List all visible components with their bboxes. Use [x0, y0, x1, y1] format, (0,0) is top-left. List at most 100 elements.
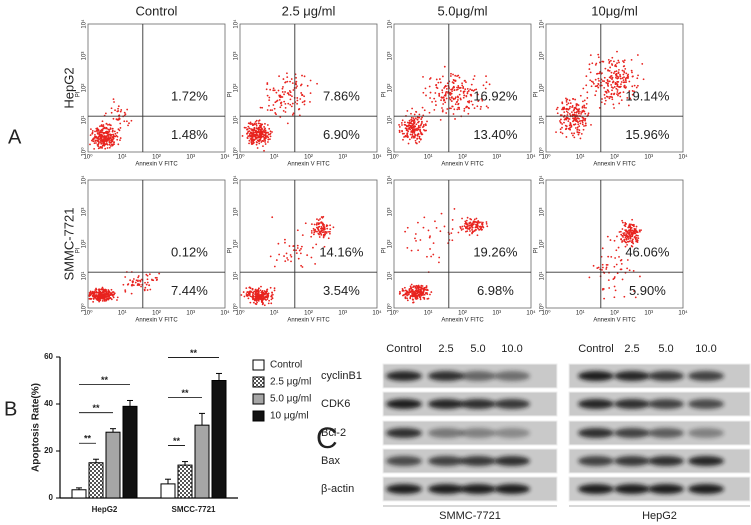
event-dot: [103, 126, 106, 129]
event-dot: [256, 134, 258, 137]
event-dot: [300, 247, 302, 250]
event-dot: [626, 97, 629, 99]
event-dot: [597, 266, 600, 269]
event-dot: [611, 98, 614, 101]
event-dot: [570, 111, 573, 114]
event-dot: [296, 97, 299, 99]
event-dot: [419, 128, 421, 131]
x-tick-label: 10³: [492, 155, 501, 161]
event-dot: [101, 144, 104, 147]
event-dot: [486, 225, 489, 228]
event-dot: [116, 118, 119, 121]
event-dot: [485, 105, 488, 108]
y-tick-label: 10³: [82, 208, 88, 217]
event-dot: [469, 230, 471, 232]
event-dot: [422, 91, 425, 94]
plot-frame: [239, 23, 378, 153]
event-dot: [582, 109, 585, 112]
event-dot: [111, 139, 114, 141]
event-dot: [304, 222, 307, 225]
event-dot: [314, 263, 317, 265]
legend-label: 5.0 μg/ml: [270, 394, 311, 405]
event-dot: [555, 131, 557, 133]
event-dot: [252, 123, 255, 126]
x-tick-label: 10¹: [270, 155, 279, 161]
event-dot: [123, 111, 126, 114]
event-dot: [106, 147, 109, 149]
event-dot: [284, 111, 287, 113]
event-dot: [241, 135, 244, 137]
event-dot: [102, 293, 104, 296]
event-dot: [604, 99, 607, 102]
x-tick-label: 10⁰: [235, 310, 245, 317]
event-dot: [263, 125, 266, 128]
event-dot: [566, 103, 568, 106]
event-dot: [632, 230, 635, 233]
event-dot: [112, 98, 115, 101]
event-dot: [456, 86, 458, 89]
event-dot: [405, 135, 407, 138]
event-dot: [316, 218, 318, 221]
event-dot: [95, 136, 98, 139]
x-tick-label: 10²: [152, 155, 161, 161]
event-dot: [472, 220, 475, 223]
event-dot: [567, 102, 570, 105]
event-dot: [482, 226, 485, 229]
y-tick-label: 10⁴: [539, 175, 546, 185]
event-dot: [414, 233, 417, 235]
blot-band: [494, 484, 530, 494]
event-dot: [269, 135, 272, 138]
event-dot: [300, 83, 303, 86]
event-dot: [410, 131, 413, 133]
event-dot: [250, 139, 253, 142]
event-dot: [468, 101, 470, 104]
event-dot: [630, 245, 633, 247]
event-dot: [95, 291, 98, 294]
event-dot: [116, 296, 119, 299]
event-dot: [297, 257, 300, 260]
event-dot: [562, 106, 565, 109]
event-dot: [262, 129, 265, 132]
quadrant-percent: 19.14%: [625, 88, 670, 103]
event-dot: [250, 123, 252, 125]
event-dot: [482, 84, 485, 87]
column-header: 2.5 μg/ml: [282, 3, 336, 18]
event-dot: [633, 290, 635, 292]
event-dot: [633, 90, 636, 93]
event-dot: [407, 293, 410, 296]
event-dot: [273, 289, 276, 292]
event-dot: [262, 145, 264, 148]
event-dot: [101, 147, 103, 149]
event-dot: [575, 103, 578, 105]
event-dot: [565, 110, 568, 113]
event-dot: [415, 286, 418, 289]
event-dot: [253, 126, 256, 129]
event-dot: [457, 102, 460, 105]
event-dot: [583, 125, 585, 127]
event-dot: [463, 225, 466, 227]
event-dot: [115, 134, 118, 137]
event-dot: [324, 230, 327, 233]
event-dot: [565, 136, 568, 138]
event-dot: [451, 219, 454, 221]
event-dot: [108, 130, 111, 133]
event-dot: [569, 121, 572, 124]
event-dot: [278, 95, 281, 98]
event-dot: [630, 69, 633, 72]
event-dot: [292, 249, 295, 251]
event-dot: [615, 72, 618, 75]
plot-frame: [87, 23, 226, 153]
event-dot: [604, 67, 607, 70]
event-dot: [574, 123, 577, 126]
x-tick-label: 10⁴: [220, 310, 230, 317]
y-tick-label: 10²: [388, 84, 394, 93]
event-dot: [559, 121, 562, 124]
event-dot: [415, 289, 418, 292]
event-dot: [112, 296, 115, 299]
event-dot: [110, 288, 113, 291]
event-dot: [434, 220, 436, 223]
event-dot: [266, 288, 269, 291]
event-dot: [260, 285, 262, 288]
blot-band: [428, 484, 464, 494]
event-dot: [415, 239, 417, 242]
